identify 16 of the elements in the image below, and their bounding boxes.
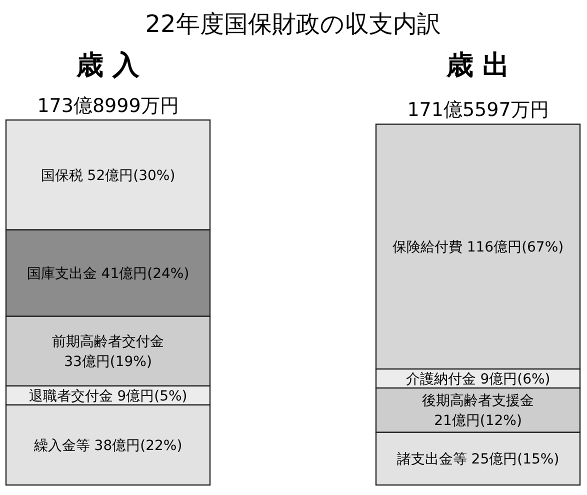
data-label: 21億円(12%) — [434, 413, 522, 430]
text: 22年度国保財政の収支内訳 — [145, 10, 441, 38]
data-label: 33億円(19%) — [64, 354, 152, 370]
text: 繰入金等 38億円(22%) — [34, 438, 182, 454]
text: 国庫支出金 41億円(24%) — [26, 266, 190, 282]
series-label: 後期高齢者支援金 — [422, 393, 534, 410]
x-tick-label: 歳 出 — [445, 50, 510, 81]
x-tick-label: 歳 入 — [75, 50, 141, 81]
text: 国保税 52億円(30%) — [40, 168, 176, 184]
total-label: 173億8999万円 — [37, 95, 179, 117]
text: 保険給付費 116億円(67%) — [392, 240, 564, 256]
series-label: 前期高齢者交付金 — [52, 334, 164, 350]
text: 介護納付金 9億円(6%) — [406, 371, 550, 388]
text: 退職者交付金 9億円(5%) — [28, 388, 188, 404]
total-label: 171億5597万円 — [407, 99, 549, 122]
text: 諸支出金等 25億円(15%) — [396, 452, 560, 468]
